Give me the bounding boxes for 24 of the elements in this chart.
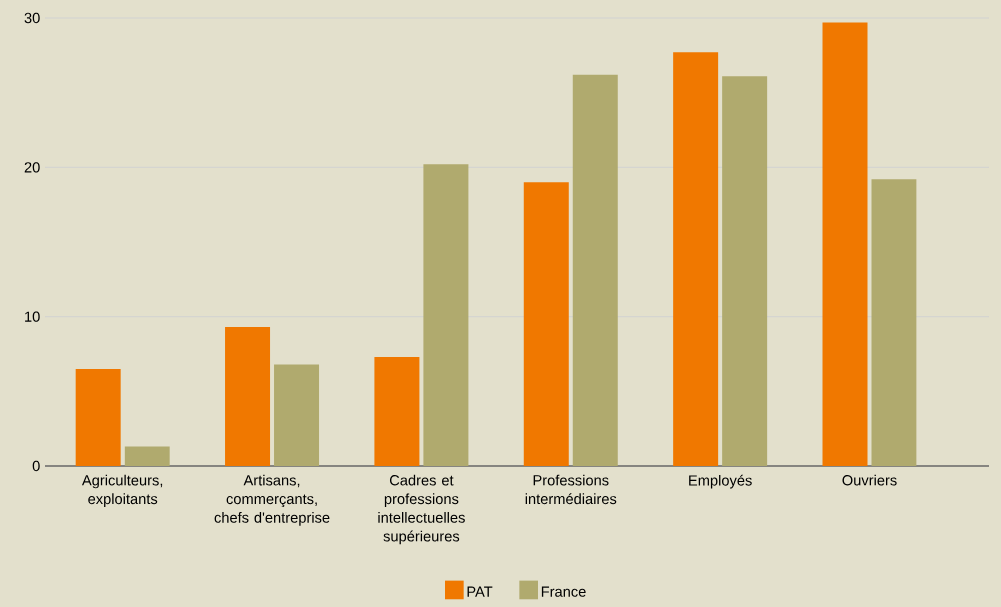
x-tick-label: Ouvriers bbox=[842, 474, 897, 486]
bar bbox=[75, 368, 121, 466]
bar bbox=[374, 356, 420, 466]
bar bbox=[423, 164, 469, 466]
legend-label: France bbox=[541, 586, 586, 597]
x-tick-label: Employés bbox=[689, 474, 752, 489]
y-tick-label: 10 bbox=[25, 311, 40, 322]
y-tick-label: 30 bbox=[24, 12, 40, 24]
bar bbox=[274, 364, 320, 466]
x-tick-label: Artisans, commerçants, chefs d'entreprise bbox=[214, 474, 330, 526]
y-tick-label: 0 bbox=[32, 460, 40, 472]
x-tick-label: Professions intermédiaires bbox=[525, 474, 617, 505]
y-tick-label: 20 bbox=[24, 162, 40, 173]
bar bbox=[124, 446, 170, 466]
bar bbox=[523, 182, 569, 466]
legend-label: PAT bbox=[467, 586, 493, 597]
bar bbox=[673, 52, 719, 466]
bar bbox=[572, 74, 618, 466]
bar bbox=[722, 76, 768, 466]
x-tick-label: Agriculteurs, exploitants bbox=[81, 474, 163, 508]
bar bbox=[225, 327, 271, 466]
x-tick-label: Cadres et professions intellectuelles supérieures bbox=[378, 474, 465, 545]
bar bbox=[871, 179, 917, 466]
bar bbox=[822, 22, 868, 466]
